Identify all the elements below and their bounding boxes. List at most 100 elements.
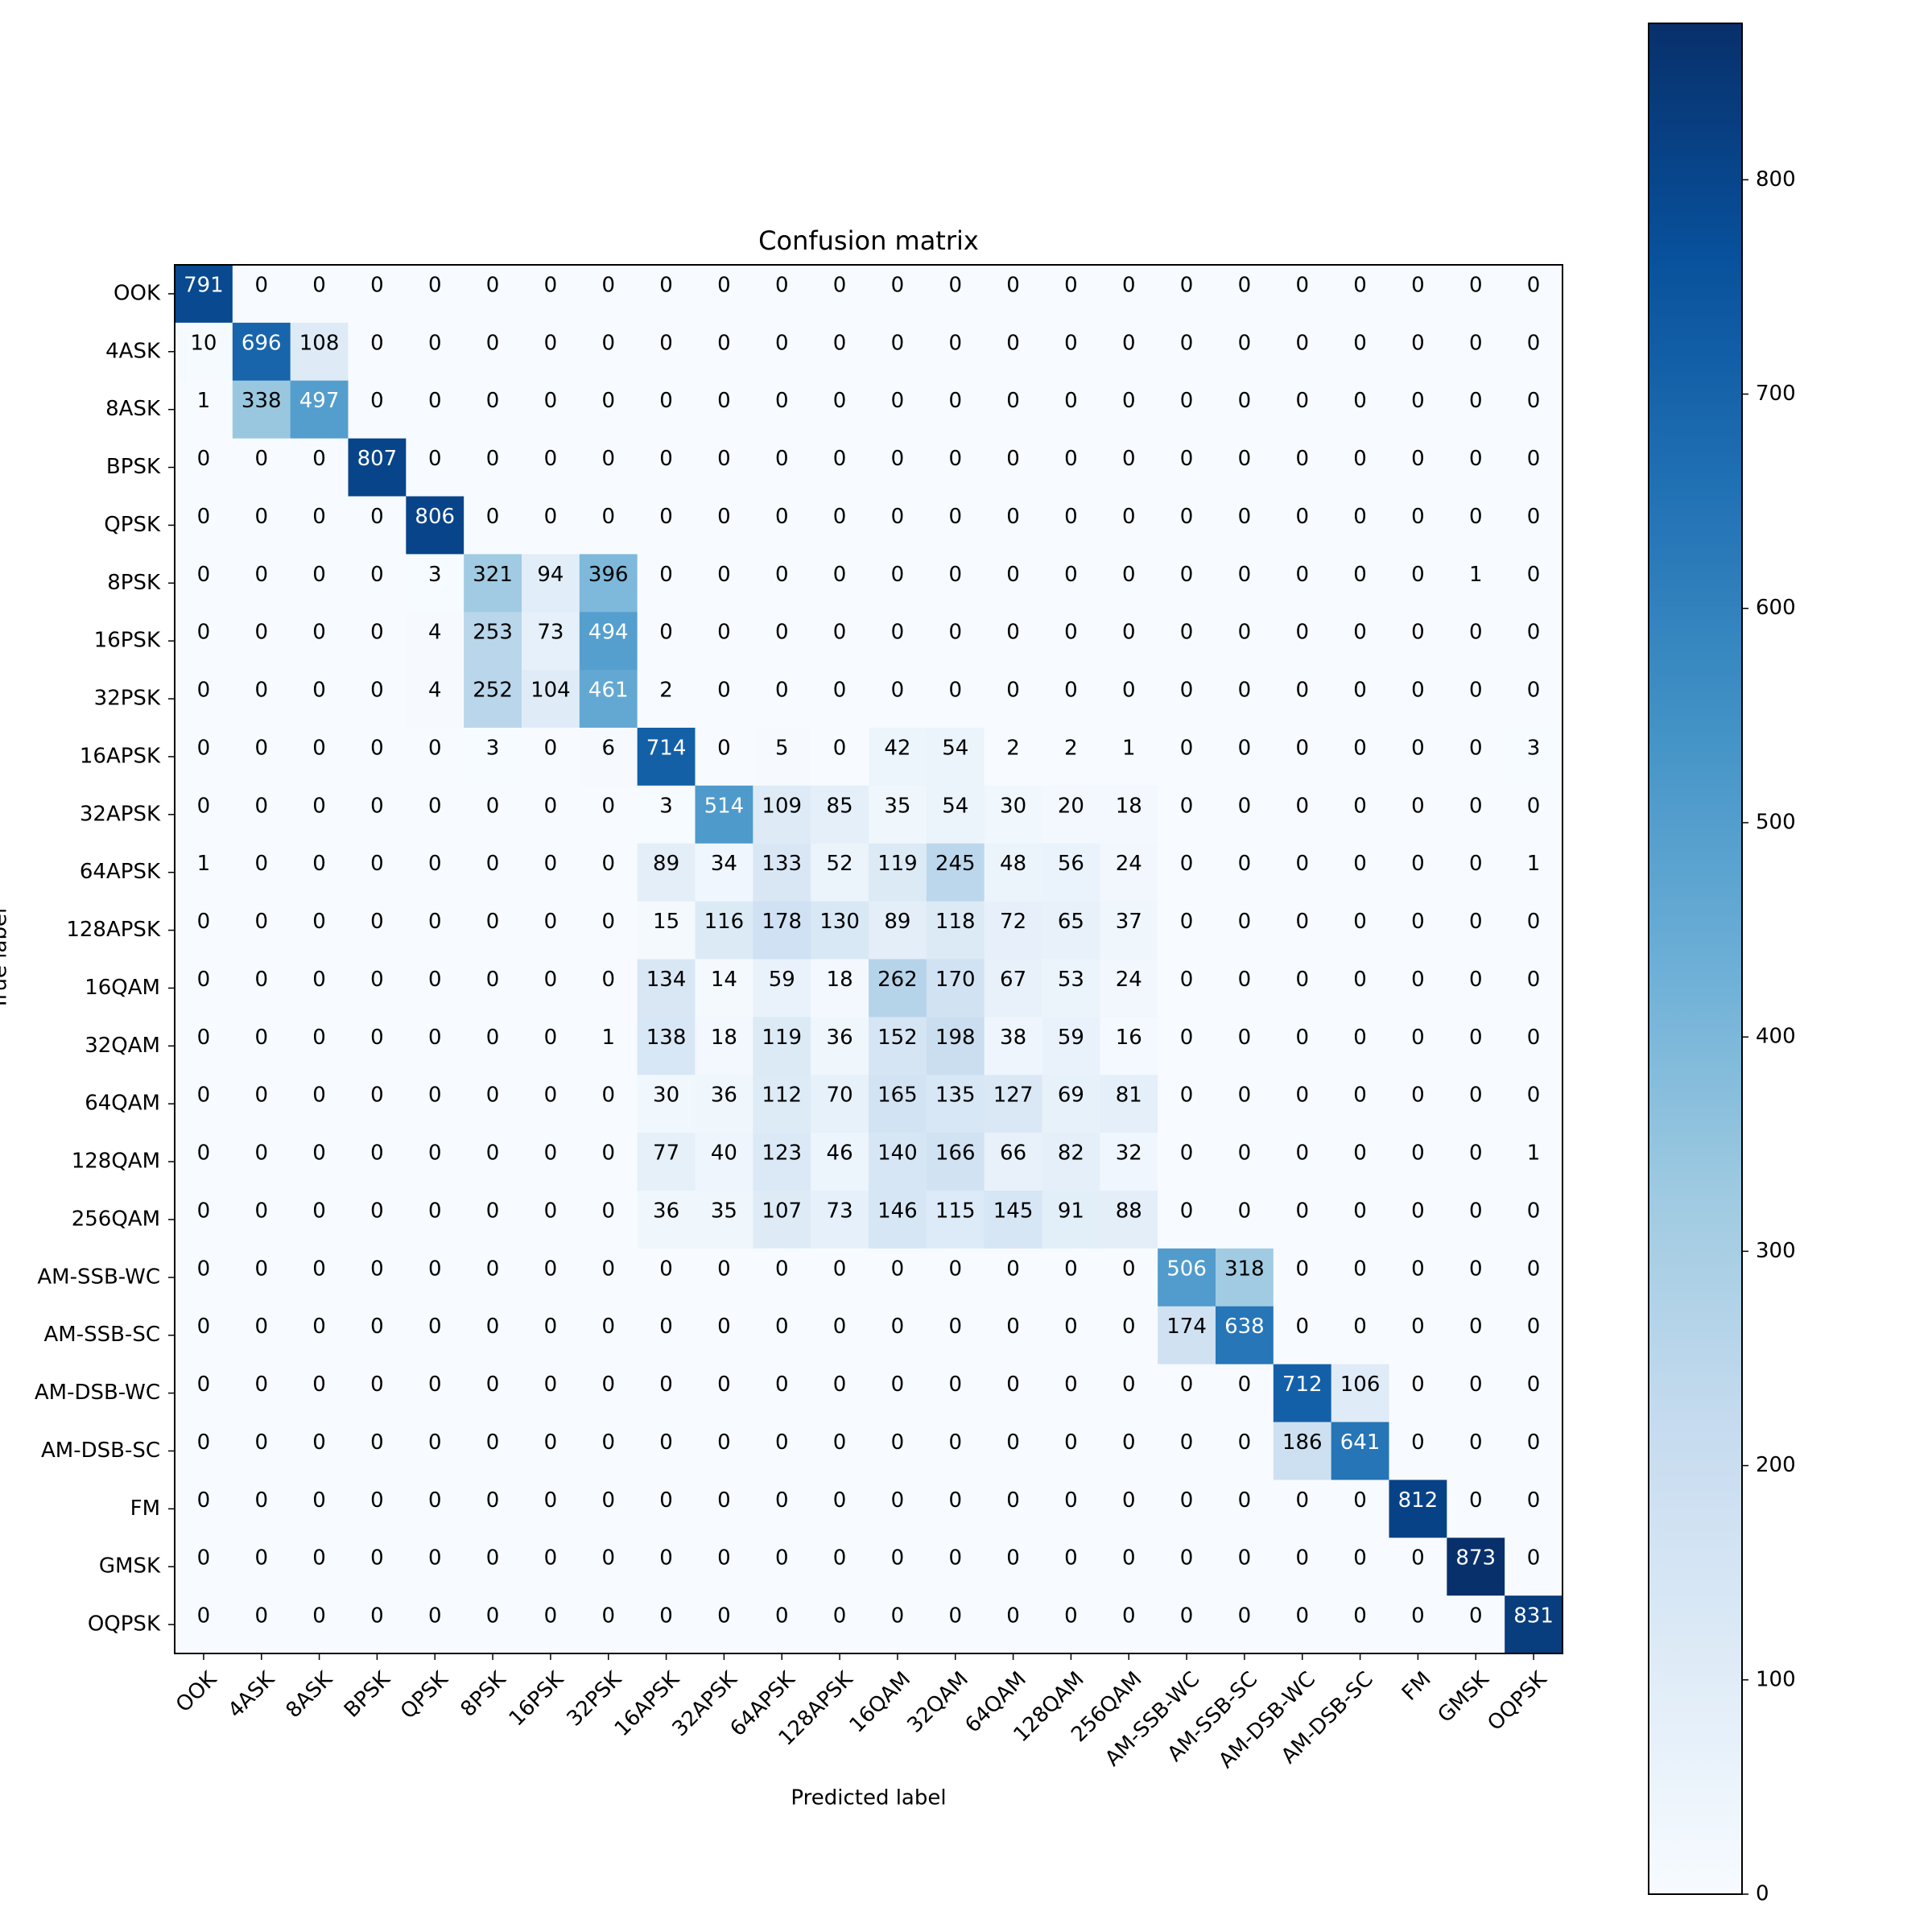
cell-label: 1	[601, 1026, 615, 1050]
cell-label: 0	[428, 1604, 442, 1629]
cell	[1447, 1075, 1505, 1133]
cell-label: 0	[544, 1141, 558, 1166]
cell	[984, 554, 1042, 613]
cell-label: 0	[1180, 563, 1194, 587]
cell	[1273, 380, 1332, 440]
cell-label: 0	[775, 563, 789, 587]
cell-label: 107	[762, 1199, 802, 1223]
cell	[1447, 322, 1505, 382]
cell-label: 0	[370, 1373, 384, 1397]
cell	[1447, 1364, 1505, 1422]
cell-label: 0	[1180, 968, 1194, 992]
cell	[1273, 901, 1332, 960]
cell	[1042, 496, 1100, 555]
cell-label: 5	[775, 736, 789, 760]
cell	[175, 670, 233, 729]
cell-label: 0	[1353, 331, 1367, 355]
cell	[232, 1075, 291, 1133]
cell-label: 123	[762, 1141, 802, 1166]
cell-label: 36	[711, 1084, 737, 1108]
cell	[869, 438, 927, 497]
cell-label: 0	[1353, 1315, 1367, 1339]
cell-label: 0	[486, 447, 500, 471]
cell-label: 0	[1180, 331, 1194, 355]
cell-label: 34	[711, 852, 737, 876]
cell	[1389, 785, 1447, 844]
cell	[464, 1596, 522, 1654]
cell	[290, 322, 349, 382]
cell-label: 3	[1527, 736, 1541, 760]
cell	[175, 1306, 233, 1365]
y-tick-label: OOK	[114, 281, 161, 305]
cell-label: 145	[993, 1199, 1034, 1223]
cell	[1216, 1480, 1274, 1538]
cell-label: 0	[1006, 1604, 1020, 1629]
cell	[406, 785, 464, 844]
cell	[464, 728, 522, 786]
cell	[926, 554, 985, 613]
cell	[1505, 785, 1563, 844]
cell-label: 1	[1122, 736, 1136, 760]
y-tick-label: AM-DSB-WC	[35, 1381, 160, 1405]
cell	[984, 670, 1042, 729]
cell	[984, 901, 1042, 960]
cell	[926, 1538, 985, 1596]
cell-label: 46	[827, 1141, 853, 1166]
cell-label: 0	[1353, 1546, 1367, 1571]
cell	[1100, 1596, 1158, 1654]
cell-label: 0	[1064, 1373, 1078, 1397]
cell	[232, 785, 291, 844]
cell	[1216, 959, 1274, 1018]
cell-label: 0	[948, 331, 962, 355]
cell-label: 0	[197, 1084, 211, 1108]
cell-label: 0	[254, 1315, 268, 1339]
cell-label: 16	[1116, 1026, 1142, 1050]
cell-label: 0	[370, 968, 384, 992]
cell-label: 0	[1295, 389, 1309, 413]
cell	[232, 670, 291, 729]
cell	[1100, 843, 1158, 902]
cell	[1273, 728, 1332, 786]
cell-label: 0	[1353, 273, 1367, 297]
cell	[464, 1364, 522, 1422]
cell-label: 108	[299, 331, 340, 355]
cell	[1389, 1538, 1447, 1596]
cell	[406, 843, 464, 902]
colorbar-tick-label: 600	[1756, 596, 1796, 620]
cell-label: 0	[1353, 563, 1367, 587]
cell-label: 0	[486, 1199, 500, 1223]
cell-label: 0	[891, 389, 905, 413]
cell	[1505, 959, 1563, 1018]
cell-label: 0	[312, 1604, 326, 1629]
cell	[984, 612, 1042, 671]
cell-label: 0	[775, 621, 789, 645]
cell-label: 134	[646, 968, 687, 992]
cell	[464, 785, 522, 844]
cell-label: 0	[428, 1546, 442, 1571]
cell-label: 0	[197, 968, 211, 992]
cell	[753, 728, 811, 786]
cell-label: 0	[833, 505, 847, 529]
cell-label: 0	[254, 621, 268, 645]
cell-label: 0	[312, 621, 326, 645]
cell-label: 0	[1295, 563, 1309, 587]
cell	[984, 728, 1042, 786]
cell-label: 0	[601, 1604, 615, 1629]
cell	[232, 322, 291, 382]
cell-label: 0	[717, 1604, 731, 1629]
cell-label: 0	[659, 273, 673, 297]
cell	[695, 901, 753, 960]
cell	[637, 1480, 696, 1538]
cell-label: 0	[1238, 910, 1252, 934]
cell	[869, 380, 927, 440]
cell-label: 0	[1006, 679, 1020, 703]
cell-label: 262	[877, 968, 918, 992]
cell	[348, 1306, 407, 1365]
cell	[232, 901, 291, 960]
cell	[811, 1364, 869, 1422]
cell-label: 18	[711, 1026, 737, 1050]
cell	[348, 1191, 407, 1249]
cell	[753, 1538, 811, 1596]
cell-label: 1	[197, 389, 211, 413]
cell	[1331, 1306, 1389, 1365]
